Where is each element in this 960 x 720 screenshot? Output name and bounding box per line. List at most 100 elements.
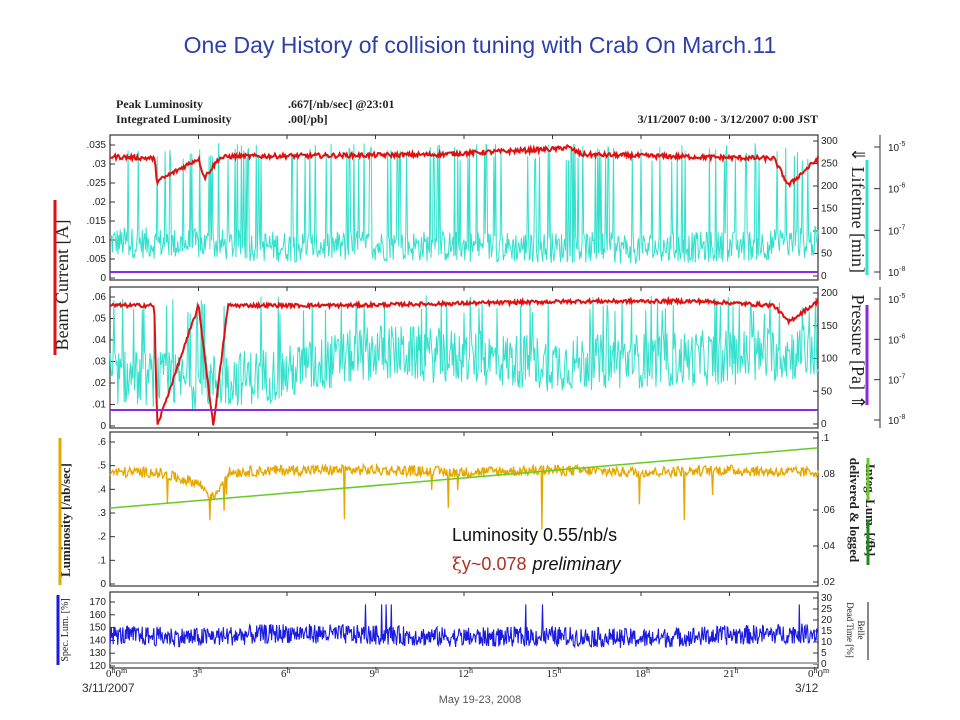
left-tick-label: 130 — [89, 648, 106, 659]
peak-luminosity-value: .667[/nb/sec] @23:01 — [288, 97, 395, 111]
specific-luminosity-axis-label: Spec. Lum. [%] — [60, 598, 71, 661]
far-tick-label: 10-7 — [888, 224, 905, 237]
right-tick-label: 0 — [821, 271, 827, 282]
right-tick-label: 100 — [821, 354, 838, 365]
beam-current-axis-label: Beam Current [A] — [52, 220, 72, 351]
integrated-lum-label-line1: Integ. Lum. [/fb] — [863, 464, 878, 556]
ler-panel: .06 .05 .04 .03 .02 .01 0 200 150 100 50 0 10-5 10-6 1… — [92, 286, 905, 432]
right-tick-label: 25 — [821, 604, 833, 615]
left-tick-label: .03 — [92, 159, 106, 170]
left-tick-label: 120 — [89, 661, 106, 672]
deadtime-label-line2: Dead Time [%] — [845, 602, 855, 658]
right-tick-label: 15 — [821, 626, 833, 637]
deadtime-label-line1: Belle — [856, 621, 866, 640]
left-tick-label: .03 — [92, 357, 106, 368]
integrated-luminosity-line — [109, 447, 819, 509]
preliminary-label: preliminary — [531, 554, 621, 574]
left-tick-label: .005 — [87, 254, 107, 265]
left-tick-label: 0 — [100, 273, 106, 284]
right-tick-label: 50 — [821, 386, 833, 397]
left-tick-label: .06 — [92, 292, 106, 303]
right-tick-label: 30 — [821, 593, 833, 604]
far-tick-label: 10-5 — [888, 141, 905, 154]
left-tick-label: .01 — [92, 235, 106, 246]
x-start-date: 3/11/2007 — [82, 681, 135, 695]
left-tick-label: .5 — [98, 461, 107, 472]
x-tick-label: 0h0m — [808, 666, 830, 680]
x-tick-label: 18h — [635, 666, 650, 680]
x-tick-label: 21h — [724, 666, 739, 680]
luminosity-annotation: Luminosity 0.55/nb/s — [452, 525, 617, 545]
pressure-axis-label: Pressure [Pa] ⇑ — [848, 294, 868, 409]
x-tick-label: 12h — [458, 666, 473, 680]
right-tick-label: 150 — [821, 204, 838, 215]
right-tick-label: 300 — [821, 136, 838, 147]
right-tick-label: 0 — [821, 659, 827, 670]
x-tick-label: 3h — [193, 666, 203, 680]
her-panel: .035 .03 .025 .02 .015 .01 .005 0 300 250 200 150 10… — [87, 134, 905, 284]
her-current-line — [109, 143, 819, 189]
left-tick-label: 170 — [89, 597, 106, 608]
x-tick-label: 0h0m — [106, 666, 128, 680]
xi-annotation: ξy~0.078 preliminary — [452, 554, 622, 575]
right-tick-label: .1 — [821, 433, 830, 444]
date-range: 3/11/2007 0:00 - 3/12/2007 0:00 JST — [638, 112, 818, 126]
left-tick-label: 0 — [100, 579, 106, 590]
her-lifetime-line — [109, 143, 819, 264]
integrated-lum-label-line2: delivered & logged — [847, 458, 862, 563]
left-tick-label: .04 — [92, 335, 106, 346]
peak-luminosity-label: Peak Luminosity — [116, 97, 203, 111]
right-tick-label: 50 — [821, 249, 833, 260]
lifetime-axis-label: ⇓ Lifetime [min] — [848, 147, 868, 273]
specific-luminosity-line — [109, 604, 819, 649]
right-tick-label: .08 — [821, 469, 835, 480]
x-axis: 0h0m 3h 6h 9h 12h 15h 18h 21h 0h0m — [106, 666, 830, 680]
far-tick-label: 10-8 — [888, 414, 905, 427]
left-tick-label: .02 — [92, 378, 106, 389]
left-tick-label: .2 — [98, 532, 107, 543]
ler-lifetime-line — [109, 295, 819, 410]
luminosity-line — [109, 462, 819, 530]
left-tick-label: 140 — [89, 635, 106, 646]
left-tick-label: .4 — [98, 484, 107, 495]
right-tick-label: 5 — [821, 648, 827, 659]
left-tick-label: .015 — [87, 216, 107, 227]
right-tick-label: 100 — [821, 226, 838, 237]
left-tick-label: .01 — [92, 400, 106, 411]
xi-value: y~0.078 — [462, 554, 527, 574]
deadtime-axis-label: BelleDead Time [%] — [845, 602, 866, 658]
far-tick-label: 10-8 — [888, 266, 905, 279]
right-tick-label: 150 — [821, 321, 838, 332]
luminosity-panel: .6 .5 .4 .3 .2 .1 0 .1 .08 .06 .04 .02 — [98, 431, 835, 590]
far-tick-label: 10-7 — [888, 374, 905, 387]
far-tick-label: 10-6 — [888, 333, 905, 346]
far-tick-label: 10-6 — [888, 183, 905, 196]
right-tick-label: 250 — [821, 159, 838, 170]
left-tick-label: 160 — [89, 610, 106, 621]
x-tick-label: 6h — [281, 666, 291, 680]
footer: May 19-23, 2008 — [438, 694, 522, 706]
left-tick-label: .6 — [98, 437, 107, 448]
left-tick-label: .1 — [98, 555, 107, 566]
right-tick-label: 200 — [821, 288, 838, 299]
left-tick-label: 0 — [100, 421, 106, 432]
integrated-lum-axis-label: Integ. Lum. [/fb]delivered & logged — [847, 458, 878, 563]
left-tick-label: .025 — [87, 178, 107, 189]
ler-current-line — [109, 295, 819, 426]
left-tick-label: 150 — [89, 623, 106, 634]
x-end-date: 3/12 — [795, 681, 819, 695]
integrated-luminosity-label: Integrated Luminosity — [116, 112, 232, 126]
integrated-luminosity-value: .00[/pb] — [288, 112, 328, 126]
slide-title: One Day History of collision tuning with… — [183, 32, 777, 58]
right-tick-label: .06 — [821, 505, 835, 516]
left-tick-label: .035 — [87, 140, 107, 151]
left-tick-label: .02 — [92, 197, 106, 208]
right-tick-label: .04 — [821, 541, 835, 552]
luminosity-axis-label: Luminosity [/nb/sec] — [58, 463, 73, 577]
x-tick-label: 15h — [547, 666, 562, 680]
x-tick-label: 9h — [370, 666, 380, 680]
right-tick-label: 0 — [821, 419, 827, 430]
right-tick-label: 20 — [821, 615, 833, 626]
